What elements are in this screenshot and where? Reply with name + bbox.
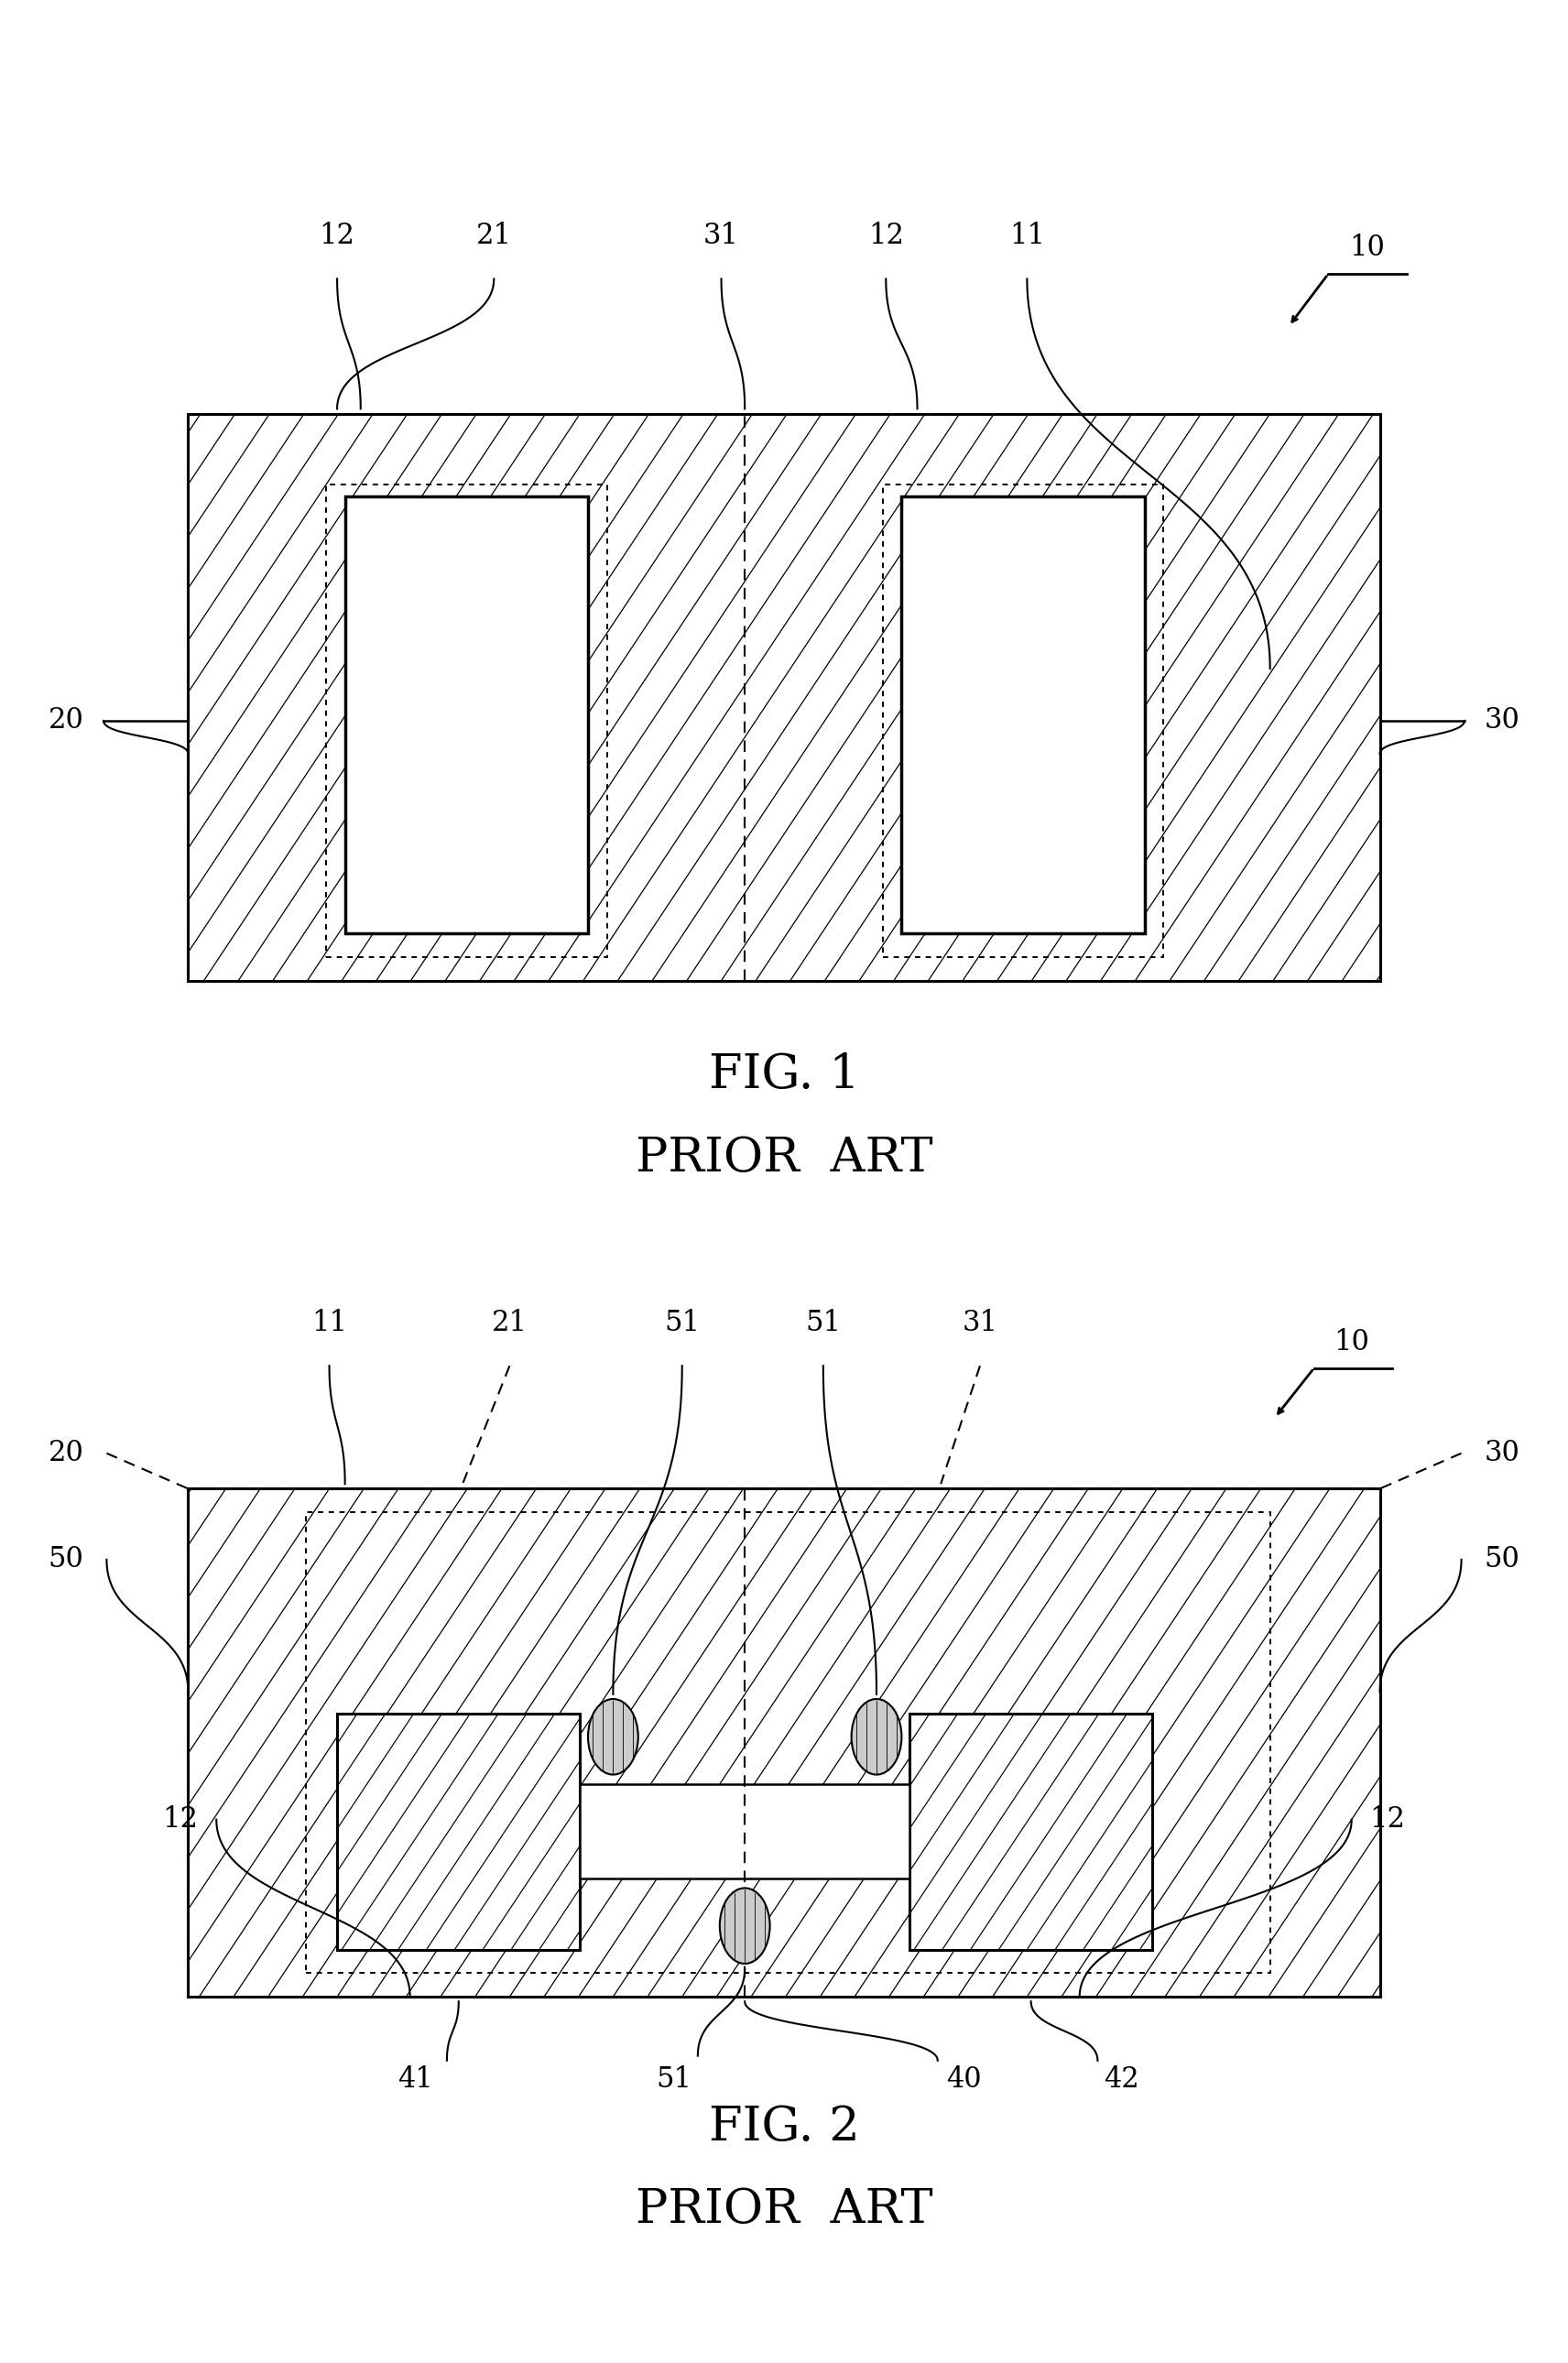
Text: 10: 10 <box>1334 1328 1369 1356</box>
Text: FIG. 2: FIG. 2 <box>709 2103 859 2150</box>
Text: 20: 20 <box>49 707 83 735</box>
Bar <box>580 1784 909 1879</box>
Bar <box>326 484 607 957</box>
Bar <box>188 1489 1380 1997</box>
Bar <box>337 1713 580 1949</box>
Text: 50: 50 <box>49 1545 83 1574</box>
Text: 11: 11 <box>1010 222 1044 250</box>
Text: PRIOR  ART: PRIOR ART <box>635 1134 933 1182</box>
Text: 30: 30 <box>1485 1439 1519 1467</box>
Text: 12: 12 <box>1370 1805 1405 1834</box>
Text: FIG. 1: FIG. 1 <box>709 1052 859 1099</box>
Circle shape <box>720 1888 770 1964</box>
Text: 21: 21 <box>477 222 511 250</box>
Bar <box>909 1713 1152 1949</box>
Text: 31: 31 <box>704 222 739 250</box>
Bar <box>306 1512 1270 1973</box>
Bar <box>188 414 1380 981</box>
Text: 41: 41 <box>398 2065 433 2094</box>
Text: 30: 30 <box>1485 707 1519 735</box>
Bar <box>883 484 1163 957</box>
Circle shape <box>588 1699 638 1775</box>
Text: 12: 12 <box>163 1805 198 1834</box>
Text: 51: 51 <box>657 2065 691 2094</box>
Text: 40: 40 <box>947 2065 982 2094</box>
Text: 12: 12 <box>869 222 903 250</box>
Bar <box>188 1489 1380 1997</box>
Text: 21: 21 <box>492 1309 527 1337</box>
Text: PRIOR  ART: PRIOR ART <box>635 2186 933 2233</box>
Text: 20: 20 <box>49 1439 83 1467</box>
Circle shape <box>851 1699 902 1775</box>
Text: 12: 12 <box>320 222 354 250</box>
Bar <box>909 1713 1152 1949</box>
Text: 51: 51 <box>806 1309 840 1337</box>
Bar <box>188 414 1380 981</box>
Text: 50: 50 <box>1485 1545 1519 1574</box>
Bar <box>902 496 1145 933</box>
Text: 31: 31 <box>963 1309 997 1337</box>
Bar <box>337 1713 580 1949</box>
Text: 42: 42 <box>1104 2065 1138 2094</box>
Text: 10: 10 <box>1350 234 1385 262</box>
Text: 11: 11 <box>312 1309 347 1337</box>
Bar <box>345 496 588 933</box>
Text: 51: 51 <box>665 1309 699 1337</box>
